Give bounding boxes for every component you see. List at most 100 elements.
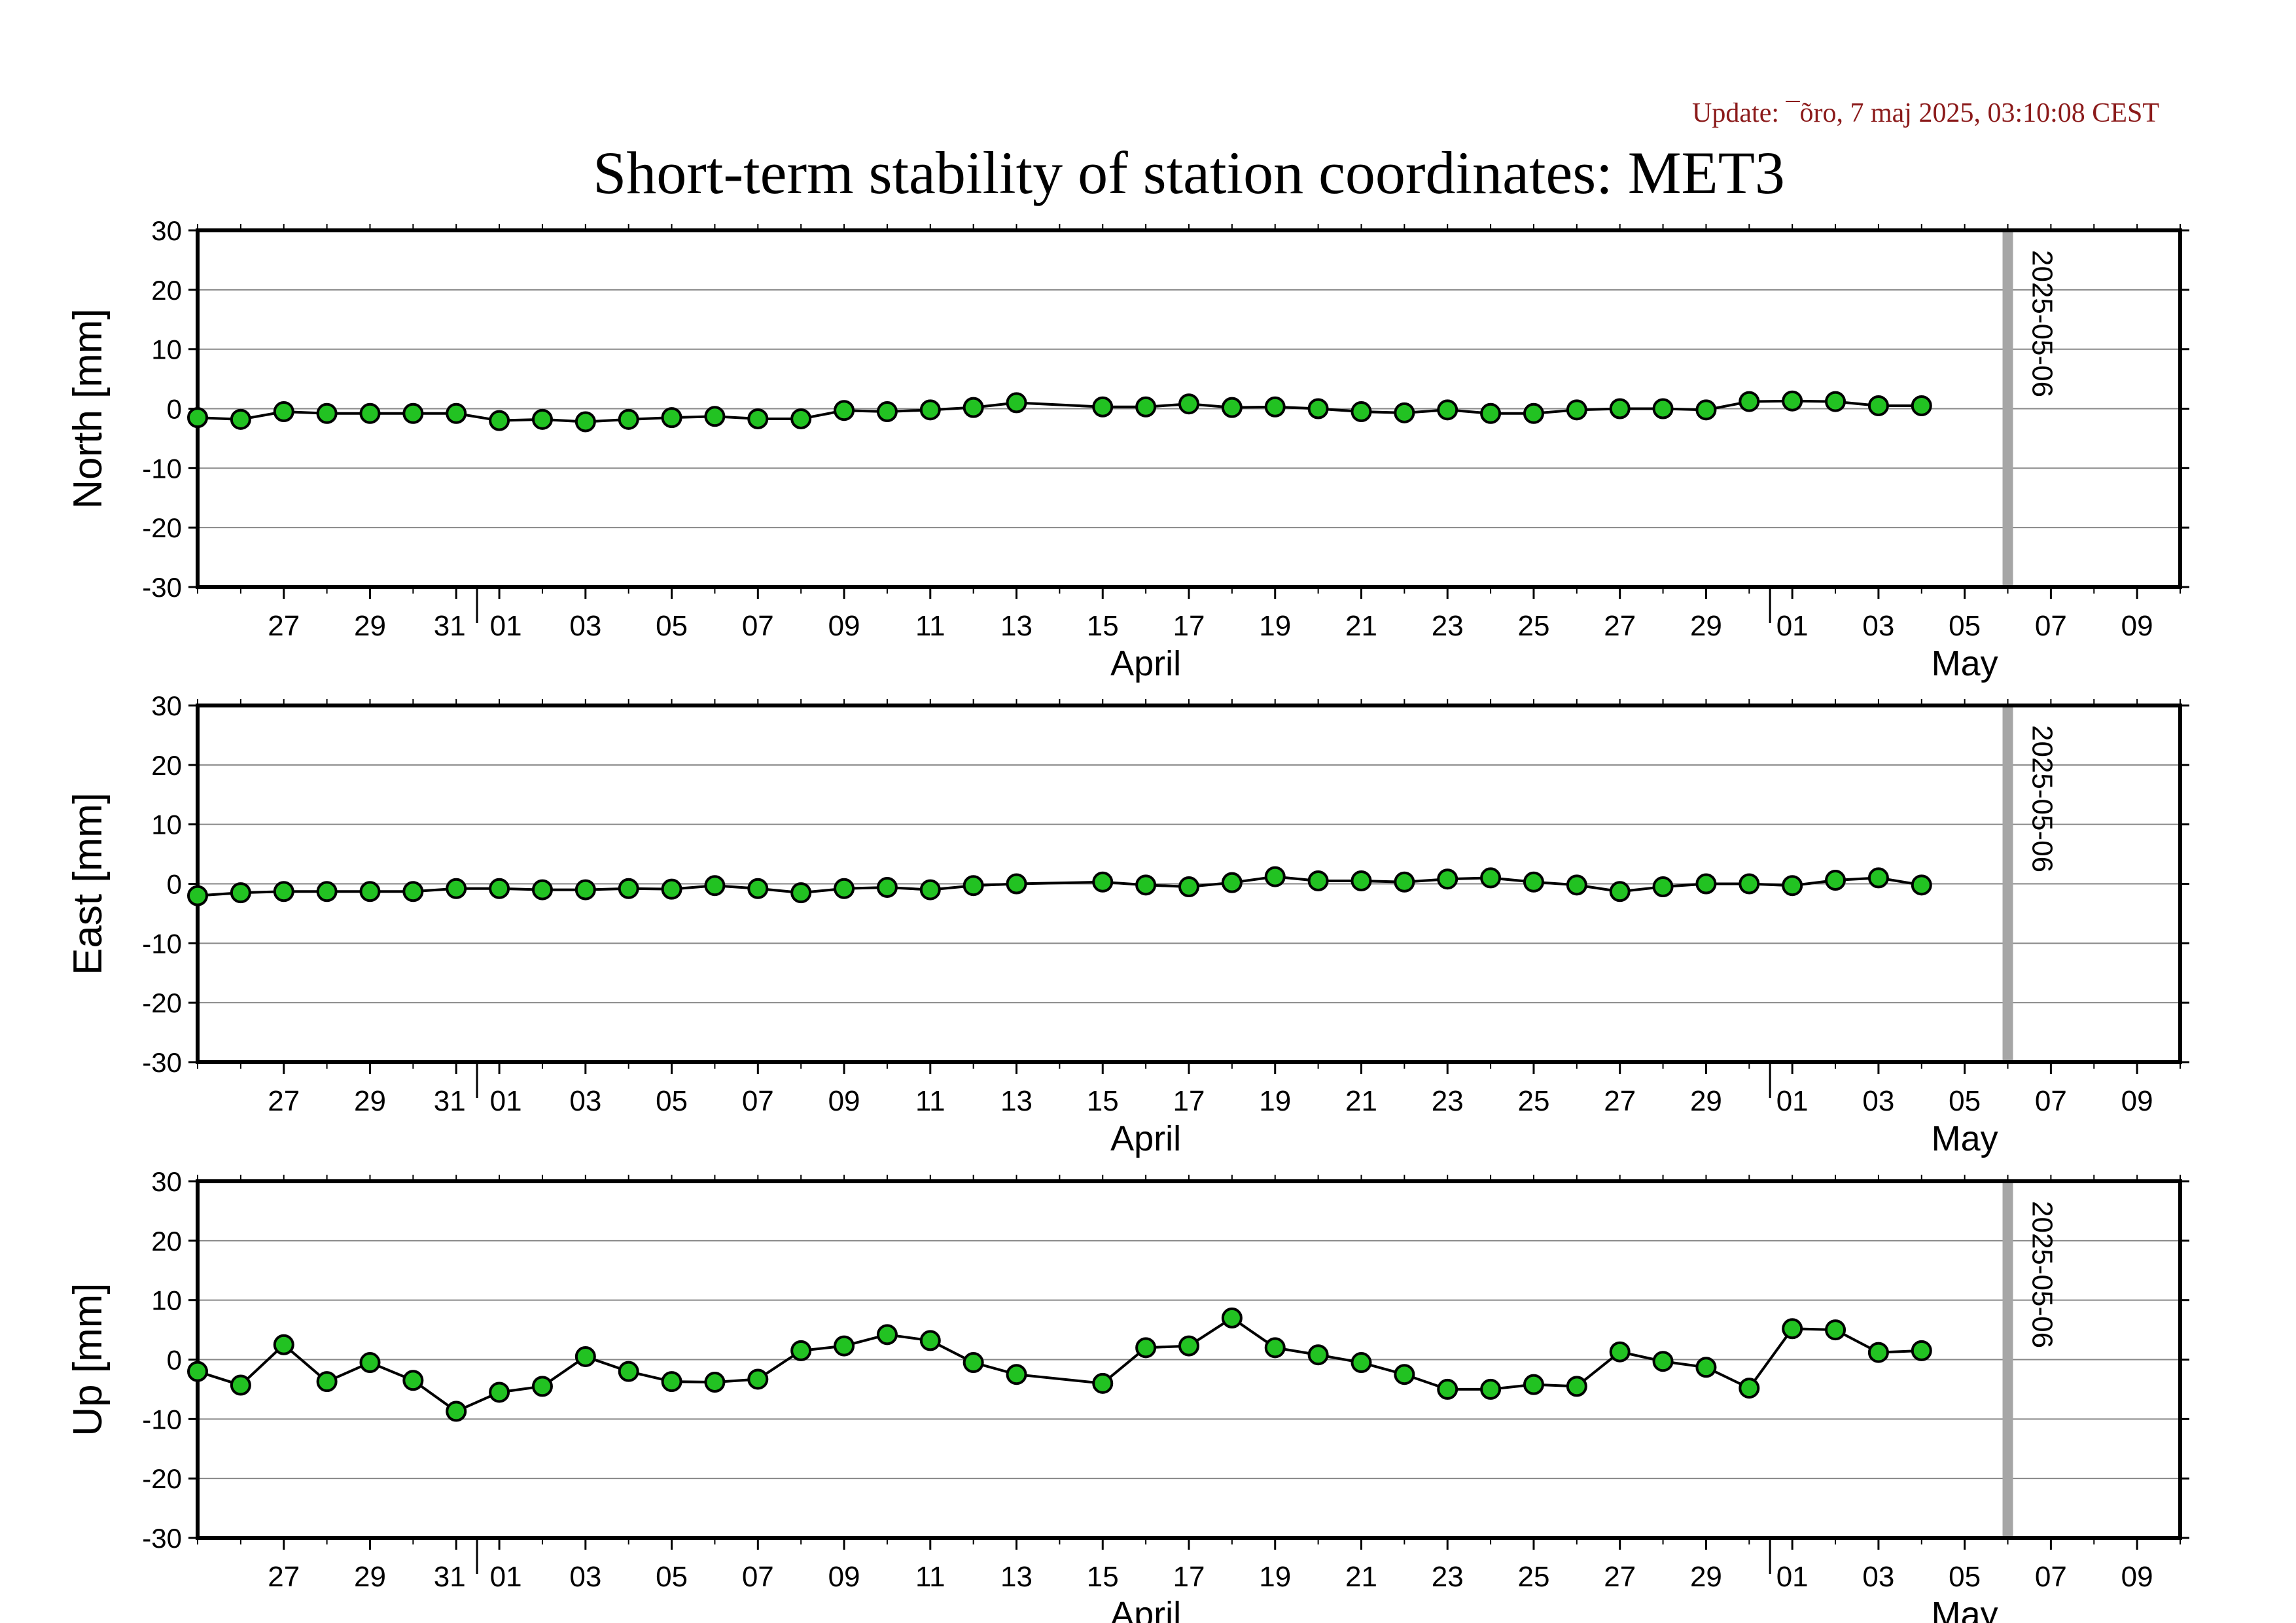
data-point <box>1351 1352 1372 1374</box>
x-tick-label: 27 <box>268 610 300 642</box>
y-tick-label: 0 <box>167 394 182 425</box>
x-tick-label: 09 <box>828 610 860 642</box>
data-point <box>446 1400 467 1422</box>
data-point <box>359 881 381 902</box>
x-tick-label: 01 <box>490 610 522 642</box>
x-tick-label: 21 <box>1345 1561 1377 1593</box>
x-tick-label: 19 <box>1259 1085 1291 1117</box>
data-point <box>230 1374 251 1396</box>
x-tick-label: 31 <box>434 1561 466 1593</box>
data-point <box>1566 399 1587 421</box>
data-point <box>1652 1351 1674 1372</box>
x-tick-label: 09 <box>2121 1085 2153 1117</box>
data-point <box>1307 870 1329 891</box>
y-tick-label: 0 <box>167 1345 182 1376</box>
x-tick-label: 03 <box>569 1085 601 1117</box>
data-point <box>1911 1340 1932 1361</box>
data-point <box>1437 1378 1458 1400</box>
y-axis-label: East [mm] <box>65 793 111 975</box>
y-tick-label: -20 <box>142 512 182 543</box>
data-point <box>316 881 338 902</box>
y-tick-label: 10 <box>151 334 182 365</box>
x-tick-label: 05 <box>1949 1561 1981 1593</box>
y-tick-label: -30 <box>142 1523 182 1554</box>
y-tick-label: 30 <box>151 1166 182 1197</box>
x-tick-label: 13 <box>1000 1085 1033 1117</box>
x-tick-label: 15 <box>1087 1561 1119 1593</box>
x-tick-label: 09 <box>828 1085 860 1117</box>
panel-2: 2025-05-06 30 20 10 0 -10 -20 -30 East [mm] 27 29 3… <box>65 690 2189 1158</box>
x-tick-label: 17 <box>1173 1561 1205 1593</box>
x-tick-label: 03 <box>1862 610 1894 642</box>
x-tick-label: 05 <box>1949 1085 1981 1117</box>
data-point <box>1264 396 1286 418</box>
data-point <box>531 879 553 901</box>
data-point <box>963 875 984 897</box>
data-point <box>704 875 726 897</box>
data-point <box>1825 391 1846 412</box>
x-tick-label: 23 <box>1432 610 1464 642</box>
x-tick-label: 01 <box>490 1561 522 1593</box>
month-label: May <box>1932 1119 1998 1158</box>
y-tick-label: -30 <box>142 572 182 603</box>
x-tick-label: 07 <box>742 1085 774 1117</box>
data-point <box>1006 392 1027 414</box>
data-point <box>187 407 208 429</box>
x-tick-label: 25 <box>1517 1085 1549 1117</box>
data-point <box>1480 1378 1502 1400</box>
data-point <box>1221 397 1243 418</box>
x-tick-label: 11 <box>915 610 945 642</box>
data-point <box>1867 867 1889 889</box>
x-tick-label: 15 <box>1087 610 1119 642</box>
marker-line-label: 2025-05-06 <box>2026 725 2058 872</box>
data-point <box>1480 867 1502 889</box>
x-tick-label: 03 <box>1862 1085 1894 1117</box>
data-point <box>661 1371 682 1393</box>
data-point <box>1307 1344 1329 1366</box>
x-tick-label: 31 <box>434 1085 466 1117</box>
series <box>187 390 1932 433</box>
data-point <box>1523 1374 1544 1395</box>
data-point <box>1782 1318 1803 1340</box>
data-point <box>1307 398 1329 419</box>
data-point <box>316 1371 338 1393</box>
data-point <box>1480 402 1502 424</box>
data-point <box>1437 868 1458 890</box>
y-tick-label: 30 <box>151 690 182 721</box>
data-point <box>1739 873 1760 895</box>
y-tick-label: -10 <box>142 1404 182 1435</box>
x-tick-label: 09 <box>828 1561 860 1593</box>
data-point <box>273 881 294 902</box>
data-point <box>618 408 639 430</box>
x-tick-label: 13 <box>1000 610 1033 642</box>
x-tick-label: 17 <box>1173 610 1205 642</box>
data-point <box>1867 395 1889 416</box>
data-point <box>446 878 467 899</box>
month-label: April <box>1110 644 1181 683</box>
series-line <box>197 875 1922 897</box>
x-tick-label: 01 <box>1776 1561 1809 1593</box>
y-tick-label: -20 <box>142 988 182 1018</box>
data-point <box>1178 393 1199 415</box>
data-point <box>876 401 898 423</box>
data-point <box>1178 876 1199 898</box>
data-point <box>1135 1337 1157 1359</box>
series <box>187 1307 1932 1422</box>
month-label: May <box>1932 644 1998 683</box>
x-tick-label: 25 <box>1517 610 1549 642</box>
data-point <box>531 1376 553 1397</box>
month-label: April <box>1110 1595 1181 1623</box>
data-point <box>1351 401 1372 423</box>
x-tick-label: 05 <box>656 1085 688 1117</box>
y-axis-label: North [mm] <box>65 308 111 509</box>
data-point <box>187 1361 208 1382</box>
x-tick-label: 27 <box>1604 1085 1636 1117</box>
data-point <box>876 876 898 898</box>
data-point <box>1695 873 1717 895</box>
panel-3: 2025-05-06 30 20 10 0 -10 -20 -30 Up [mm] 27 29 31 0… <box>65 1166 2189 1623</box>
data-point <box>1006 873 1027 895</box>
x-tick-label: 29 <box>1690 1561 1722 1593</box>
x-tick-label: 21 <box>1345 610 1377 642</box>
month-label: May <box>1932 1595 1998 1623</box>
x-tick-label: 29 <box>1690 610 1722 642</box>
